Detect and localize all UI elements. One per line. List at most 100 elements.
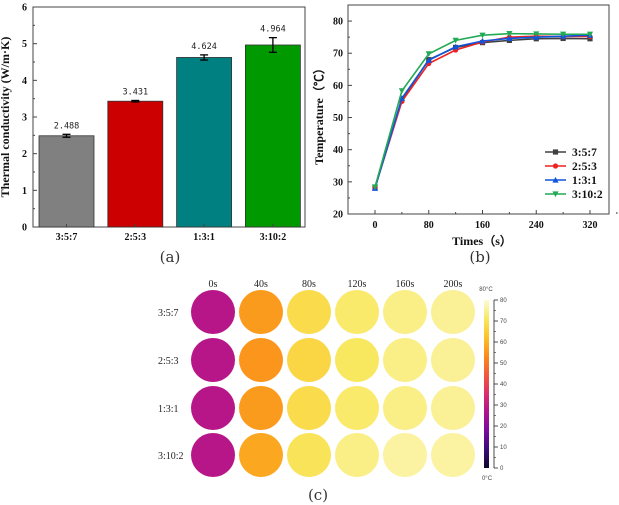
x-tick-label: 80 (424, 220, 434, 231)
plot-frame (347, 4, 610, 215)
colorbar-tick-label: 30 (500, 403, 507, 409)
x-tick-label: 3:10:2 (260, 232, 287, 243)
x-tick-label: 320 (583, 220, 598, 231)
row-label: 2:5:3 (158, 356, 179, 367)
triangle-down-marker (586, 31, 594, 38)
legend: 3:5:7 2:5:3 1:3:1 3:10:2 (545, 147, 603, 201)
legend-label: 3:10:2 (572, 189, 603, 201)
y-tick-label: 30 (333, 177, 343, 188)
column-label: 200s (444, 279, 463, 290)
heatmap-cell (239, 433, 283, 477)
colorbar-tick-label: 10 (500, 445, 507, 451)
legend-label: 3:5:7 (572, 147, 597, 159)
heatmap-cell (335, 386, 379, 430)
y-tick-label: 3 (22, 113, 27, 124)
x-tick-label: 160 (475, 220, 490, 231)
y-tick-label: 4 (22, 76, 27, 87)
heatmap-cell (383, 338, 427, 382)
bar (38, 135, 95, 228)
colorbar-tick-label: 80 (500, 298, 507, 304)
colorbar: 0 10 20 30 40 50 60 70 80 80°C 0°C (479, 287, 507, 482)
column-label: 0s (209, 279, 218, 290)
heatmap-cell (383, 290, 427, 334)
triangle-down-marker (398, 88, 405, 94)
y-tick-label: 70 (333, 49, 343, 60)
x-tick-label: 2:5:3 (124, 232, 146, 243)
legend-item: 1:3:1 (545, 175, 597, 187)
series-3-5-7 (372, 35, 593, 191)
heatmap-cell (239, 290, 283, 334)
heatmap-cell (431, 290, 475, 334)
bar-chart-panel: 2.488 3.431 4.624 4.964 0 1 2 3 4 5 6 3:5:7 2:5:3 1… (0, 3, 306, 266)
y-tick-label: 6 (22, 3, 27, 14)
colorbar-tick-label: 40 (500, 382, 507, 388)
y-tick-label: 1 (22, 186, 27, 197)
triangle-up-marker (479, 37, 486, 44)
x-tick-label: 240 (529, 220, 544, 231)
colorbar-tick-label: 20 (500, 424, 507, 430)
y-tick-label: 20 (333, 210, 343, 221)
x-axis-label: Times（s） (452, 233, 512, 248)
legend-item: 2:5:3 (545, 161, 597, 173)
heatmap-cell (191, 290, 235, 334)
legend-label: 2:5:3 (572, 161, 597, 173)
triangle-up-marker (425, 57, 432, 63)
x-tick-label: 1:3:1 (193, 232, 215, 243)
y-tick-label: 40 (333, 145, 343, 156)
legend-item: 3:10:2 (545, 189, 603, 201)
triangle-down-marker (371, 184, 379, 191)
x-tick-label: 3:5:7 (56, 232, 78, 243)
heatmap-cell (431, 386, 475, 430)
triangle-up-marker (398, 95, 405, 101)
y-tick-label: 80 (333, 17, 343, 28)
heatmap-cell (431, 433, 475, 477)
data-label: 3.431 (123, 87, 149, 97)
y-ticks: 0 1 2 3 4 5 6 (22, 3, 37, 234)
axis-ticks: 20 30 40 50 60 70 80 0 80 160 240 320 (333, 4, 618, 231)
data-label: 4.964 (260, 25, 286, 35)
triangle-up-marker (452, 43, 459, 50)
heatmap-cell (191, 386, 235, 430)
heatmap-cell (383, 433, 427, 477)
colorbar-min-label: 0°C (482, 476, 493, 482)
y-tick-label: 50 (333, 113, 343, 124)
heatmap-cell (239, 338, 283, 382)
row-label: 3:10:2 (158, 451, 184, 462)
y-axis-label: Temperature（℃） (311, 62, 326, 165)
heatmap-cell (287, 433, 331, 477)
thermal-image-grid-panel: 0s 40s 80s 120s 160s 200s 3:5:7 2:5:3 1:3:1 3:10… (158, 279, 507, 504)
legend-label: 1:3:1 (572, 175, 597, 187)
heatmap-cell (191, 433, 235, 477)
series-1-3-1 (371, 32, 594, 191)
colorbar-gradient (484, 300, 489, 468)
heatmap-cell (431, 338, 475, 382)
colorbar-tick-label: 70 (500, 319, 507, 325)
series-group (371, 31, 594, 191)
column-label: 160s (396, 279, 415, 290)
data-label: 2.488 (54, 121, 80, 131)
bars-group: 2.488 3.431 4.624 4.964 (38, 25, 301, 228)
heatmap-cell (335, 290, 379, 334)
panel-label-c: (c) (308, 486, 328, 504)
circle-marker (552, 163, 559, 169)
data-label: 4.624 (191, 42, 217, 52)
triangle-down-marker (425, 51, 432, 57)
row-label: 3:5:7 (158, 308, 179, 319)
bar (107, 100, 164, 228)
y-tick-label: 60 (333, 81, 343, 92)
series-3-10-2 (371, 31, 594, 191)
row-label: 1:3:1 (158, 404, 179, 415)
heatmap-cells (191, 290, 475, 477)
y-tick-label: 2 (22, 149, 27, 160)
triangle-down-marker (533, 31, 540, 38)
triangle-down-marker (452, 37, 459, 44)
triangle-up-marker (552, 176, 559, 183)
line-chart-panel: 20 30 40 50 60 70 80 0 80 160 240 320 3:5:7 2:5:3 1:3… (311, 4, 618, 266)
heatmap-cell (335, 338, 379, 382)
series-line (374, 32, 590, 188)
colorbar-tick-label: 0 (500, 466, 504, 472)
triangle-down-marker (506, 31, 513, 37)
heatmap-cell (191, 338, 235, 382)
column-labels: 0s 40s 80s 120s 160s 200s (209, 279, 463, 290)
